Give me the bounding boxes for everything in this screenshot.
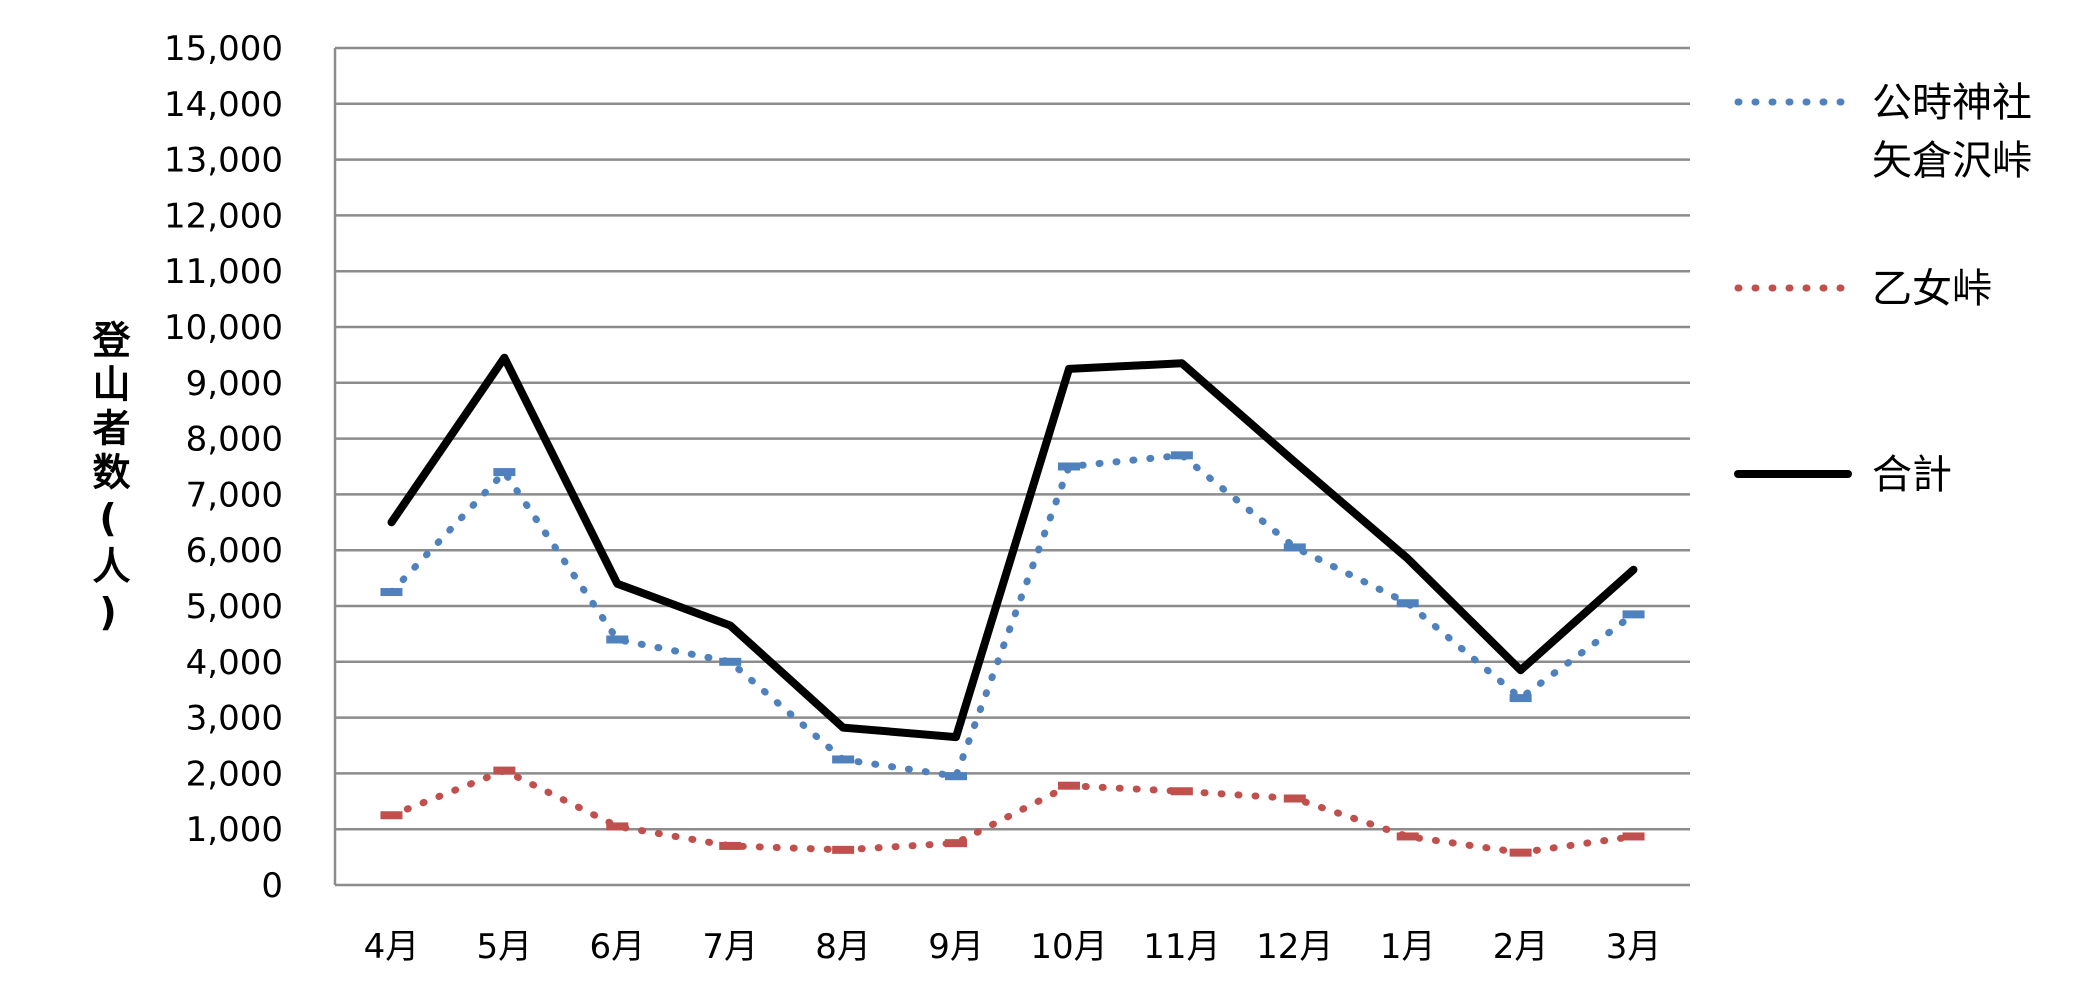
series-0-point	[1057, 462, 1080, 471]
grid-lines	[333, 46, 1690, 887]
y-tick-label: 11,000	[164, 252, 283, 292]
y-tick-label: 4,000	[186, 643, 283, 683]
x-tick-label: 5月	[477, 927, 533, 967]
x-tick-label: 10月	[1030, 927, 1107, 967]
y-tick-label: 15,000	[164, 29, 283, 69]
series-1-point	[606, 822, 629, 831]
x-tick-label: 2月	[1493, 927, 1549, 967]
series-0-point	[719, 657, 742, 666]
x-tick-label: 11月	[1143, 927, 1220, 967]
x-tick-label: 8月	[815, 927, 871, 967]
series-0-point	[493, 468, 516, 477]
y-tick-label: 5,000	[186, 587, 283, 627]
y-tick-label: 9,000	[186, 364, 283, 404]
x-tick-label: 4月	[364, 927, 420, 967]
series-0-point	[1622, 610, 1645, 619]
legend-label-1: 乙女峠	[1872, 266, 1992, 312]
y-tick-label: 14,000	[164, 85, 283, 125]
legend-label-0: 公時神社	[1872, 80, 2032, 126]
y-axis-label: 登山者数(人)	[86, 320, 131, 640]
series-0-point	[1396, 599, 1419, 608]
series-1-point	[1170, 787, 1193, 796]
x-tick-label: 6月	[589, 927, 645, 967]
series-0-point	[1509, 694, 1532, 703]
y-tick-label: 0	[261, 866, 283, 906]
legend-label-0: 矢倉沢峠	[1872, 138, 2032, 184]
series-0-point	[1170, 451, 1193, 460]
series-0-point	[606, 635, 629, 644]
x-axis-ticks: 4月 5月 6月 7月 8月 9月 10月 11月 12月 1月 2月 3月	[364, 927, 1662, 967]
y-tick-label: 12,000	[164, 196, 283, 236]
x-tick-label: 1月	[1380, 927, 1436, 967]
series-0-point	[380, 588, 403, 597]
series-0-point	[832, 755, 855, 764]
series-line-1	[388, 767, 1637, 857]
series-1-point	[1622, 832, 1645, 841]
y-axis-ticks: 0 1,000 2,000 3,000 4,000 5,000 6,000 7,000 8,00…	[164, 29, 283, 906]
x-tick-label: 9月	[928, 927, 984, 967]
y-tick-label: 3,000	[186, 699, 283, 739]
series-1-point	[945, 839, 968, 848]
series-1-point	[1509, 848, 1532, 857]
series-1-point	[1396, 832, 1419, 841]
x-tick-label: 3月	[1606, 927, 1662, 967]
x-tick-label: 7月	[702, 927, 758, 967]
series-0-point	[945, 772, 968, 781]
y-tick-label: 6,000	[186, 531, 283, 571]
y-tick-label: 8,000	[186, 420, 283, 460]
y-tick-label: 10,000	[164, 308, 283, 348]
series-1-point	[1283, 794, 1306, 803]
series-1-point	[719, 841, 742, 850]
series-1-point	[493, 766, 516, 775]
x-tick-label: 12月	[1256, 927, 1333, 967]
series-lines	[380, 353, 1645, 857]
y-tick-label: 7,000	[186, 475, 283, 515]
legend-label-2: 合計	[1872, 452, 1952, 498]
y-tick-label: 1,000	[186, 810, 283, 850]
series-1-point	[1057, 781, 1080, 790]
series-1-point	[380, 811, 403, 820]
y-tick-label: 2,000	[186, 754, 283, 794]
series-line-2	[387, 353, 1638, 742]
series-0-point	[1283, 543, 1306, 552]
series-1-point	[832, 845, 855, 854]
y-tick-label: 13,000	[164, 141, 283, 181]
